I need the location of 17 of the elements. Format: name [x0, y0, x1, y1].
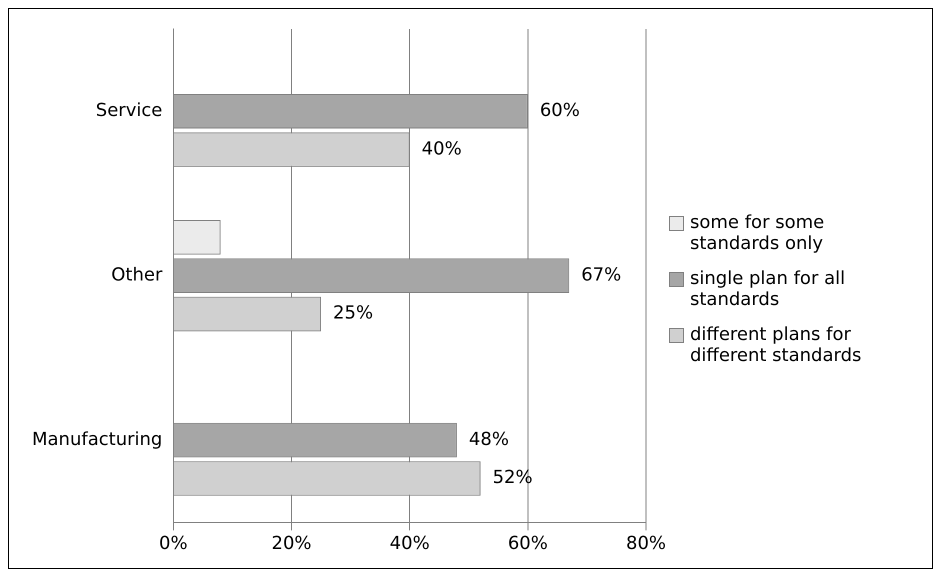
- y-tick-label: Manufacturing: [32, 428, 162, 450]
- y-tick-label: Other: [111, 264, 163, 286]
- legend-label: different plans for different standards: [690, 324, 862, 366]
- x-tick-label: 20%: [272, 532, 312, 554]
- x-tick-label: 0%: [159, 532, 188, 554]
- x-tick-label: 60%: [508, 532, 548, 554]
- data-label: 67%: [581, 264, 622, 286]
- data-label: 52%: [492, 467, 533, 488]
- data-label: 48%: [468, 428, 509, 450]
- data-label: 60%: [540, 100, 580, 121]
- data-label: 40%: [422, 138, 462, 160]
- legend-label: some for some standards only: [690, 212, 826, 254]
- data-label: 25%: [333, 302, 374, 324]
- x-tick-label: 80%: [626, 532, 666, 554]
- x-tick-label: 40%: [390, 532, 430, 554]
- y-tick-label: Service: [96, 100, 162, 121]
- legend-label: single plan for all standards: [690, 268, 846, 310]
